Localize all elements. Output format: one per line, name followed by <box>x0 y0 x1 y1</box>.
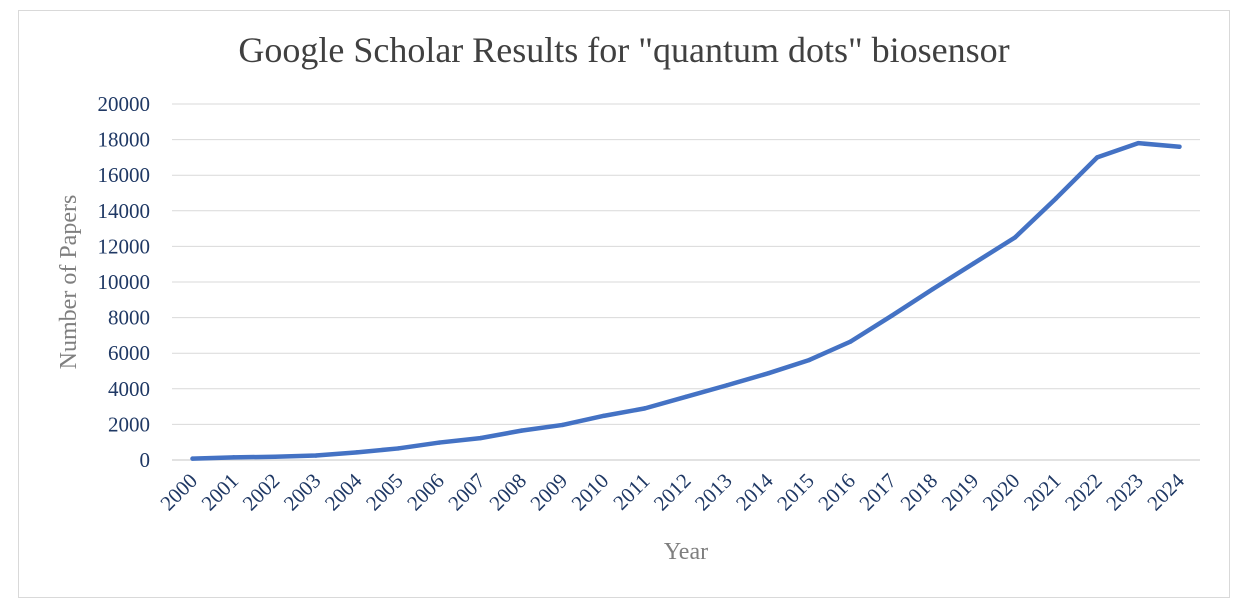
y-tick-label: 6000 <box>108 341 150 365</box>
y-tick-label: 20000 <box>98 92 151 116</box>
x-tick-label: 2007 <box>443 469 490 516</box>
x-tick-label: 2002 <box>238 469 285 516</box>
x-axis-ticks: 2000200120022003200420052006200720082009… <box>155 468 1189 515</box>
data-point <box>231 455 236 460</box>
data-point <box>190 456 195 461</box>
y-axis-ticks: 0 2000 4000 6000 8000 10000 12000 14000 16000 180… <box>98 92 151 472</box>
x-tick-label: 2023 <box>1101 469 1148 516</box>
data-point <box>437 440 442 445</box>
x-tick-label: 2011 <box>608 469 654 515</box>
y-tick-label: 10000 <box>98 270 151 294</box>
data-point <box>930 286 935 292</box>
x-tick-label: 2017 <box>854 469 901 516</box>
data-point <box>1095 155 1100 160</box>
x-tick-label: 2006 <box>402 469 449 516</box>
data-point <box>601 413 606 419</box>
x-tick-label: 2018 <box>896 469 943 516</box>
data-point <box>478 435 483 441</box>
y-tick-label: 18000 <box>98 128 151 152</box>
x-tick-label: 2003 <box>279 469 326 516</box>
data-point <box>642 406 648 411</box>
x-tick-label: 2009 <box>526 469 573 516</box>
series-line <box>190 140 1182 461</box>
data-point <box>889 313 894 319</box>
x-tick-label: 2012 <box>649 469 696 516</box>
data-point <box>807 357 812 363</box>
data-point <box>313 453 319 458</box>
data-point <box>766 371 771 376</box>
data-point <box>848 339 853 344</box>
x-tick-label: 2005 <box>361 469 408 516</box>
data-point <box>354 450 360 455</box>
x-tick-label: 2001 <box>197 469 244 516</box>
y-tick-label: 12000 <box>98 234 151 258</box>
y-tick-label: 2000 <box>108 412 150 436</box>
data-point <box>1053 196 1059 201</box>
x-tick-label: 2004 <box>320 468 367 515</box>
gridlines <box>172 103 1200 461</box>
y-tick-label: 4000 <box>108 377 150 401</box>
data-point <box>1177 144 1182 149</box>
data-point <box>724 383 730 388</box>
chart-frame <box>18 10 1230 598</box>
y-axis-label: Number of Papers <box>56 195 82 370</box>
x-tick-label: 2000 <box>155 469 202 516</box>
x-tick-label: 2010 <box>567 469 614 516</box>
series-group <box>190 140 1182 461</box>
x-tick-label: 2014 <box>731 468 778 515</box>
x-tick-label: 2020 <box>978 469 1025 516</box>
x-tick-label: 2015 <box>772 469 819 516</box>
data-point <box>1012 235 1018 240</box>
x-tick-label: 2019 <box>937 469 984 516</box>
data-point <box>1136 140 1141 146</box>
x-tick-label: 2016 <box>813 469 860 516</box>
data-point <box>395 446 401 451</box>
data-point <box>560 422 565 428</box>
x-tick-label: 2013 <box>690 469 737 516</box>
data-point <box>971 261 977 266</box>
y-tick-label: 16000 <box>98 163 151 187</box>
data-point <box>272 454 277 459</box>
y-tick-label: 0 <box>140 448 151 472</box>
x-tick-label: 2022 <box>1060 469 1107 516</box>
x-axis-label: Year <box>664 539 708 565</box>
chart-title: Google Scholar Results for "quantum dots… <box>238 30 1009 70</box>
x-tick-label: 2021 <box>1019 469 1066 516</box>
data-point <box>683 394 689 400</box>
y-tick-label: 8000 <box>108 306 150 330</box>
data-point <box>519 428 524 433</box>
x-tick-label: 2024 <box>1142 468 1189 515</box>
x-tick-label: 2008 <box>484 469 531 516</box>
y-tick-label: 14000 <box>98 199 151 223</box>
